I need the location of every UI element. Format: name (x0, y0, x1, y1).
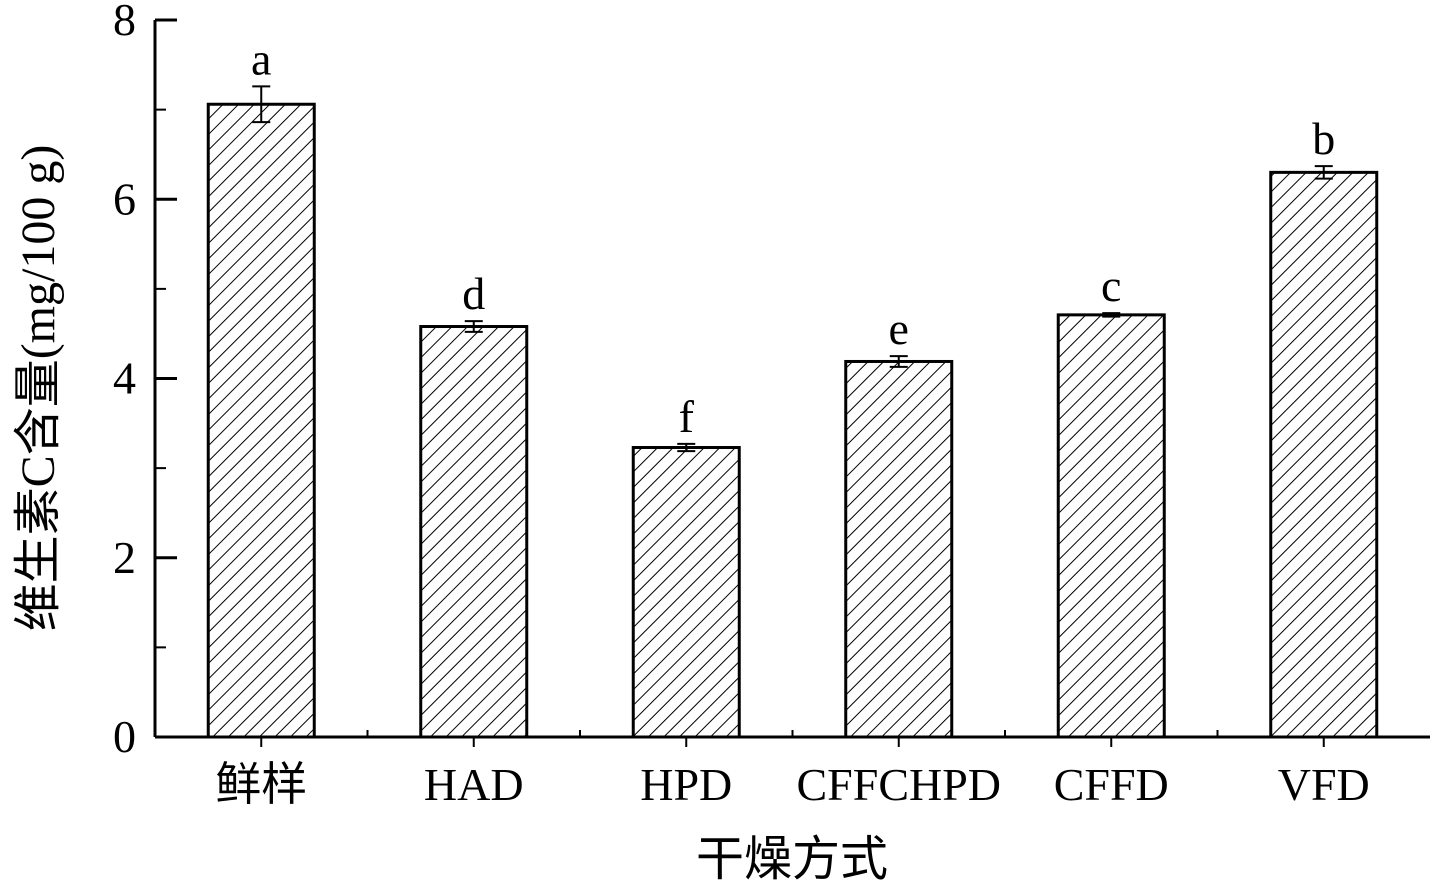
y-tick-label-1: 2 (113, 532, 136, 583)
y-tick-label-2: 4 (113, 353, 136, 404)
error-bars (252, 85, 1333, 453)
error-bar-0 (252, 85, 271, 124)
bar-1 (419, 325, 529, 739)
significance-label-4: c (1101, 260, 1121, 311)
axes (153, 20, 1430, 739)
error-bar-2 (677, 442, 696, 453)
x-tick-label-4: CFFD (1054, 759, 1169, 810)
x-tick-label-2: HPD (640, 759, 732, 810)
error-bar-3 (889, 355, 908, 368)
significance-label-0: a (251, 33, 271, 84)
bar-5 (1269, 170, 1379, 739)
x-tick-label-1: HAD (424, 759, 524, 810)
error-bar-5 (1314, 165, 1333, 180)
significance-label-1: d (462, 268, 485, 319)
significance-label-2: f (679, 391, 695, 442)
x-axis-title: 干燥方式 (696, 833, 888, 886)
bars (206, 102, 1379, 739)
bar-4 (1056, 313, 1166, 739)
x-tick-label-3: CFFCHPD (796, 759, 1001, 810)
y-ticks: 0 2 4 6 8 (113, 0, 177, 762)
error-bar-1 (464, 320, 483, 333)
x-tick-label-5: VFD (1278, 759, 1370, 810)
y-axis-title: 维生素C含量(mg/100 g) (12, 145, 65, 632)
bar-3 (844, 359, 954, 739)
bar-0 (206, 102, 316, 739)
significance-label-3: e (889, 303, 909, 354)
error-bar-4 (1102, 312, 1121, 318)
bar-2 (631, 446, 741, 739)
x-tick-label-0: 鲜样 (215, 759, 307, 810)
y-tick-label-3: 6 (113, 173, 136, 224)
x-ticks: 鲜样 HAD HPD CFFCHPD CFFD VFD (215, 730, 1370, 810)
significance-labels: a d f e c b (251, 33, 1335, 442)
significance-label-5: b (1312, 113, 1335, 164)
y-tick-label-0: 0 (113, 711, 136, 762)
y-tick-label-4: 8 (113, 0, 136, 45)
